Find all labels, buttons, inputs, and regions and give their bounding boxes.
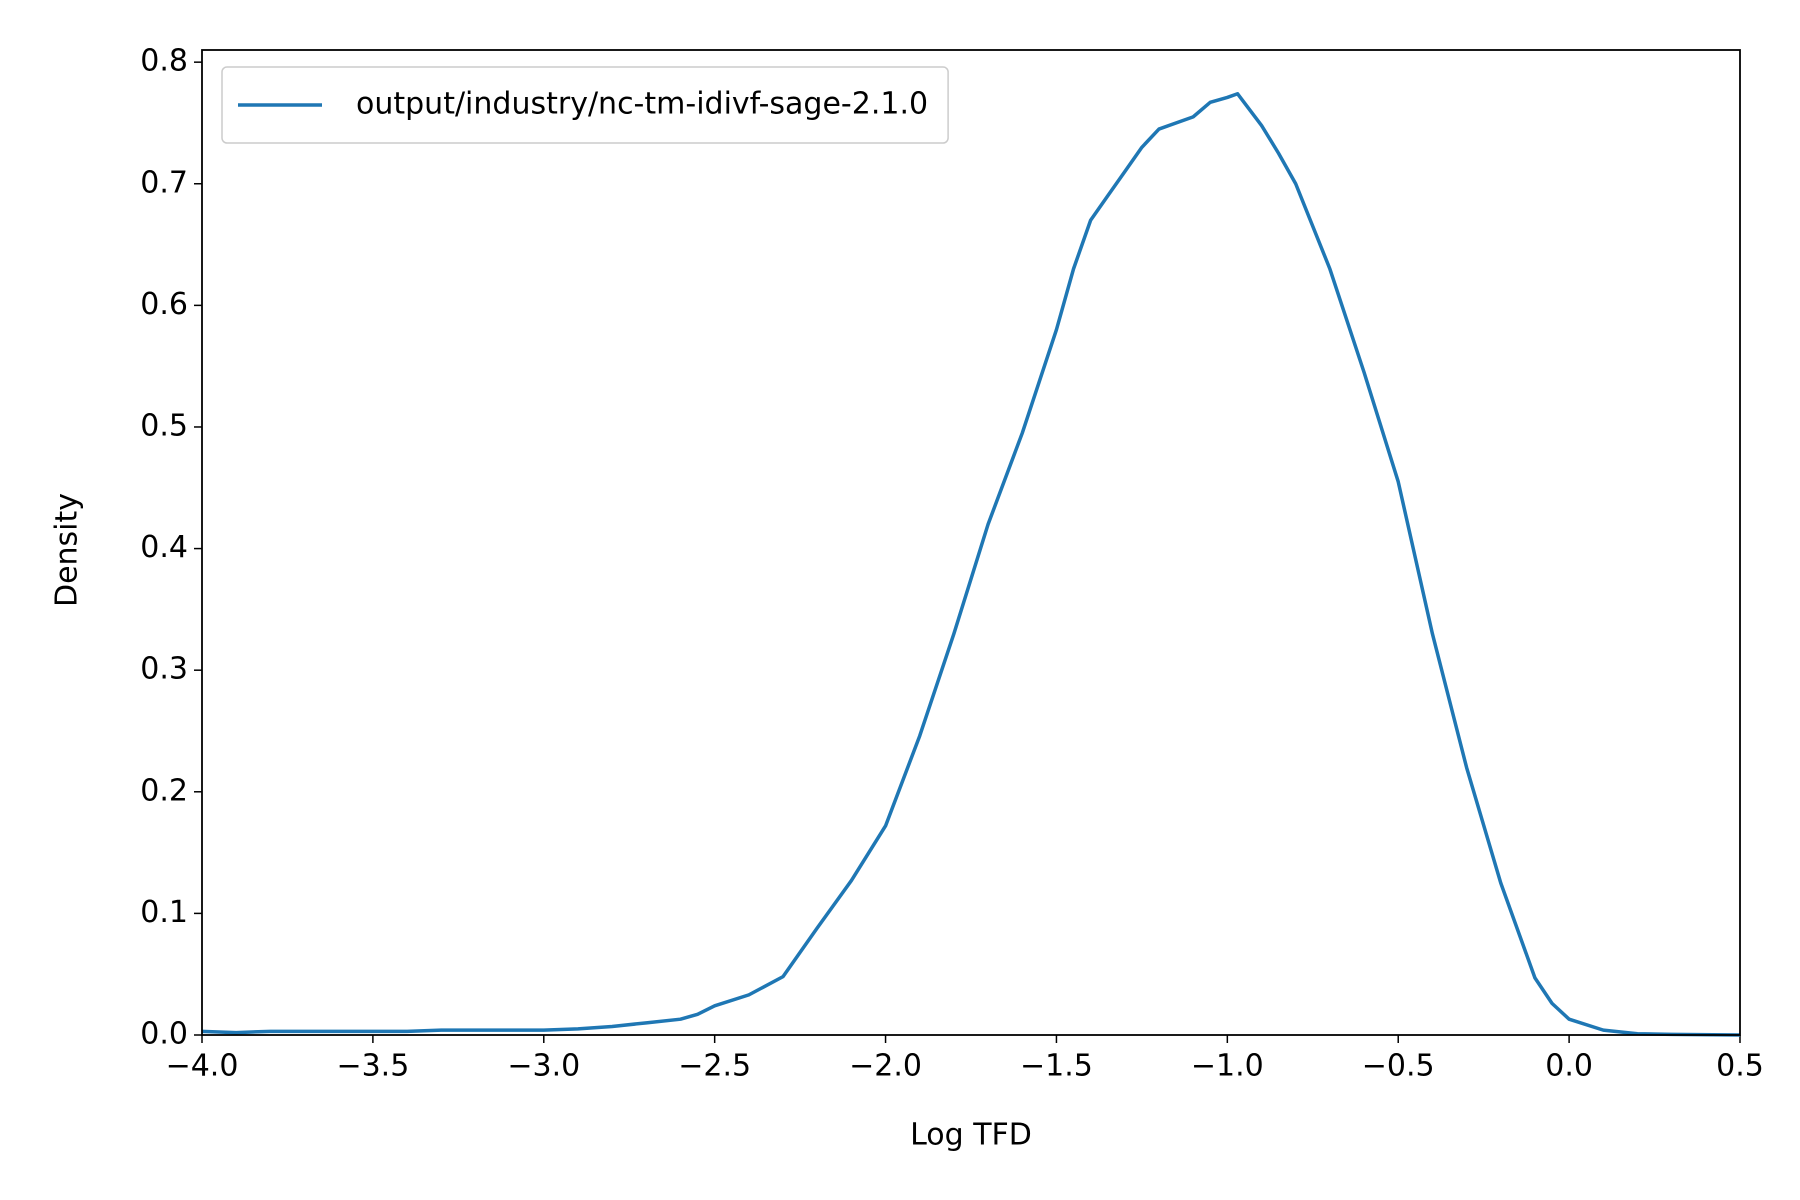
x-tick-label: −1.5 [1020,1049,1093,1084]
x-tick-label: −4.0 [166,1049,239,1084]
x-tick-label: −1.0 [1191,1049,1264,1084]
legend: output/industry/nc-tm-idivf-sage-2.1.0 [221,66,949,144]
x-tick-label: 0.0 [1545,1049,1593,1084]
legend-box [221,66,949,144]
x-axis-label: Log TFD [910,1118,1032,1153]
x-tick-label: −3.0 [507,1049,580,1084]
x-tick-label: −0.5 [1362,1049,1435,1084]
legend-label: output/industry/nc-tm-idivf-sage-2.1.0 [356,87,928,122]
y-tick-label: 0.3 [140,652,188,687]
y-tick-label: 0.1 [140,895,188,930]
y-tick-label: 0.5 [140,408,188,443]
y-tick-label: 0.7 [140,165,188,200]
x-tick-label: 0.5 [1716,1049,1764,1084]
y-tick-label: 0.2 [140,773,188,808]
data-line [201,92,1741,1037]
x-tick-label: −2.5 [678,1049,751,1084]
y-tick-label: 0.6 [140,287,188,322]
y-tick-label: 0.0 [140,1017,188,1052]
plot-frame [201,49,1741,1036]
y-tick-label: 0.4 [140,530,188,565]
x-tick-label: −2.0 [849,1049,922,1084]
x-tick-label: −3.5 [336,1049,409,1084]
y-tick-label: 0.8 [140,44,188,79]
y-axis-label: Density [50,493,85,607]
